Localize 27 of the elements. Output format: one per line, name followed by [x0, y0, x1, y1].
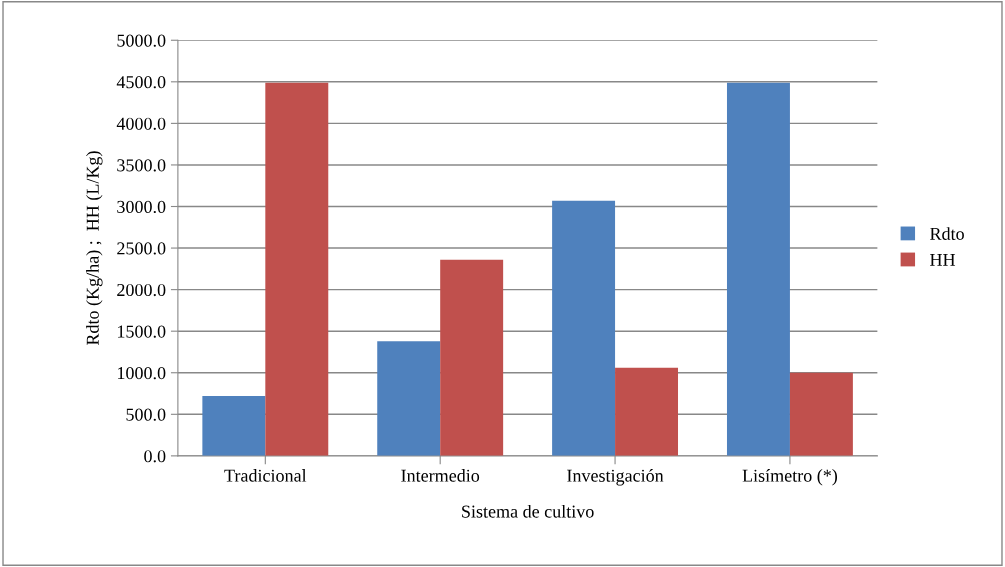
bar	[202, 396, 266, 456]
x-tick-label: Intermedio	[401, 469, 480, 482]
y-tick-label: 4000.0	[116, 117, 166, 130]
y-tick-label: 3500.0	[117, 159, 166, 172]
y-tick-label: 4500.0	[116, 76, 166, 89]
bar	[265, 82, 329, 456]
bar	[789, 372, 853, 456]
y-tick-label: 500.0	[126, 408, 166, 421]
bar	[440, 259, 504, 456]
legend-label: Rdto	[930, 227, 964, 240]
bar	[726, 82, 790, 456]
y-tick-label: 0.0	[144, 450, 166, 463]
y-tick-label: 1000.0	[118, 367, 166, 380]
legend-label: HH	[930, 253, 956, 266]
y-tick-label: 2000.0	[117, 283, 166, 297]
bar	[552, 200, 616, 456]
y-tick-label: 3000.0	[117, 200, 166, 214]
x-tick-label: Tradicional	[224, 469, 307, 482]
y-tick-label: 5000.0	[117, 34, 166, 47]
y-axis-title: Rdto (Kg/ha) ; HH (L/Kg)	[86, 151, 103, 346]
bar	[377, 341, 441, 456]
x-axis-title: Sistema de cultivo	[462, 504, 594, 518]
y-tick-label: 2500.0	[117, 242, 166, 255]
x-tick-label: Investigación	[567, 469, 664, 486]
bar	[615, 367, 679, 456]
y-tick-label: 1500.0	[118, 325, 166, 338]
x-tick-label: Lisímetro (*)	[742, 469, 838, 486]
